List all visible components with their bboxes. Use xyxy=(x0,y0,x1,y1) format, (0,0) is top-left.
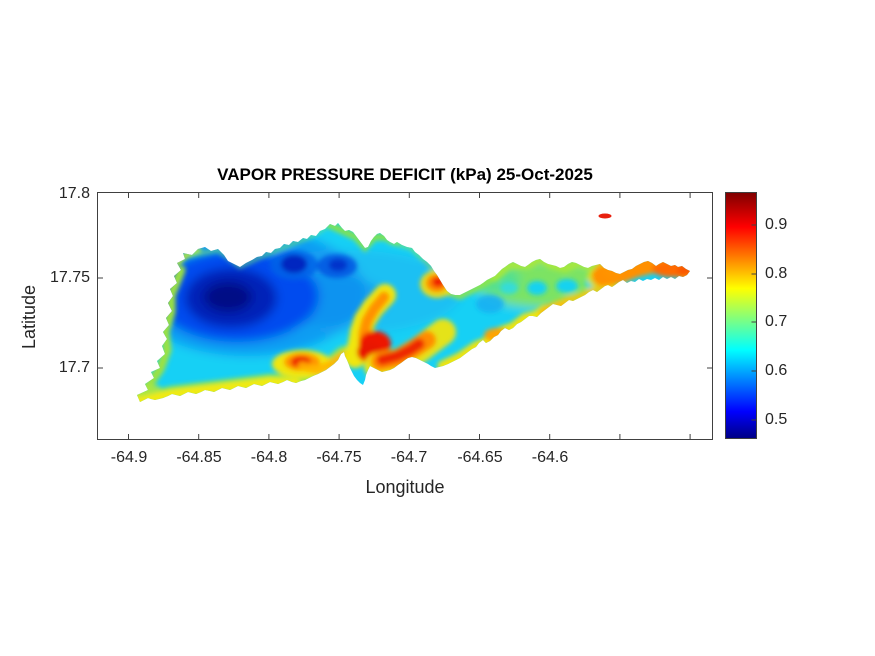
y-tick-label: 17.8 xyxy=(58,185,90,202)
chart-title: VAPOR PRESSURE DEFICIT (kPa) 25-Oct-2025 xyxy=(217,165,593,184)
x-tick-label: -64.8 xyxy=(250,449,288,466)
y-axis-label: Latitude xyxy=(19,284,39,350)
x-tick-label: -64.85 xyxy=(176,449,222,466)
axes-box xyxy=(97,192,713,440)
colorbar-tick-label: 0.8 xyxy=(765,265,788,282)
colorbar-tick-marks xyxy=(751,224,757,421)
plot-area xyxy=(97,192,713,440)
x-tick-label: -64.65 xyxy=(457,449,503,466)
x-tick-label: -64.7 xyxy=(390,449,428,466)
islet-buck-island xyxy=(598,213,612,219)
x-tick-label: -64.9 xyxy=(110,449,148,466)
colorbar-gradient xyxy=(725,192,757,439)
colorbar-tick-label: 0.6 xyxy=(765,362,788,379)
x-tick-marks xyxy=(128,192,691,440)
x-tick-label: -64.6 xyxy=(531,449,569,466)
x-axis-label: Longitude xyxy=(365,477,445,497)
colorbar-tick-label: 0.7 xyxy=(765,313,788,330)
x-tick-label: -64.75 xyxy=(316,449,362,466)
colorbar xyxy=(725,192,757,439)
colorbar-tick-label: 0.5 xyxy=(765,411,788,428)
y-tick-label: 17.75 xyxy=(49,269,90,286)
island-contour-field xyxy=(130,223,690,404)
colorbar-tick-label: 0.9 xyxy=(765,216,788,233)
y-tick-marks xyxy=(97,277,713,369)
y-tick-label: 17.7 xyxy=(58,359,90,376)
